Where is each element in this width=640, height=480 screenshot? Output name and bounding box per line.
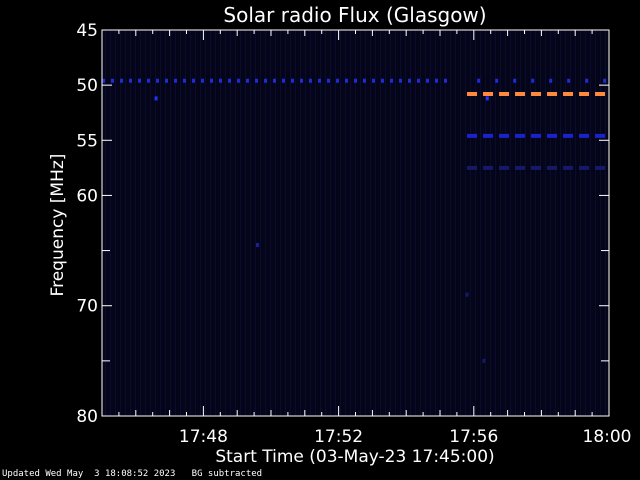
emission-spot-1 bbox=[485, 96, 489, 101]
y-tick-label-70: 70 bbox=[76, 297, 98, 317]
footer: Updated Wed May 3 18:08:52 2023 BG subtr… bbox=[2, 469, 262, 479]
emission-spot-2 bbox=[255, 243, 259, 248]
y-axis-label: Frequency [MHz] bbox=[48, 154, 68, 297]
x-tick-label-2: 17:56 bbox=[449, 427, 498, 447]
x-tick-label-3: 18:00 bbox=[583, 427, 632, 447]
y-tick-label-45: 45 bbox=[76, 21, 98, 41]
updated-timestamp: Updated Wed May 3 18:08:52 2023 bbox=[2, 469, 176, 479]
x-axis: 17:48 17:52 17:56 18:00 bbox=[101, 30, 632, 447]
chart-title: Solar radio Flux (Glasgow) bbox=[223, 3, 486, 27]
bg-subtracted-note: BG subtracted bbox=[191, 469, 263, 479]
x-tick-label-1: 17:52 bbox=[314, 427, 363, 447]
emission-spot-3 bbox=[465, 292, 469, 297]
emission-spot-0 bbox=[154, 96, 158, 101]
emission-spots bbox=[154, 96, 489, 363]
y-axis: 45 50 55 60 70 80 bbox=[76, 21, 609, 427]
spectrogram-background bbox=[102, 30, 609, 416]
y-tick-label-80: 80 bbox=[76, 407, 98, 427]
x-axis-label: Start Time (03-May-23 17:45:00) bbox=[215, 447, 494, 467]
y-tick-label-50: 50 bbox=[76, 76, 98, 96]
y-tick-label-55: 55 bbox=[76, 131, 98, 151]
x-tick-label-0: 17:48 bbox=[179, 427, 228, 447]
y-tick-label-60: 60 bbox=[76, 186, 98, 206]
emission-spot-4 bbox=[482, 358, 486, 363]
emission-bands bbox=[102, 78, 609, 170]
spectrogram-area bbox=[102, 30, 609, 416]
